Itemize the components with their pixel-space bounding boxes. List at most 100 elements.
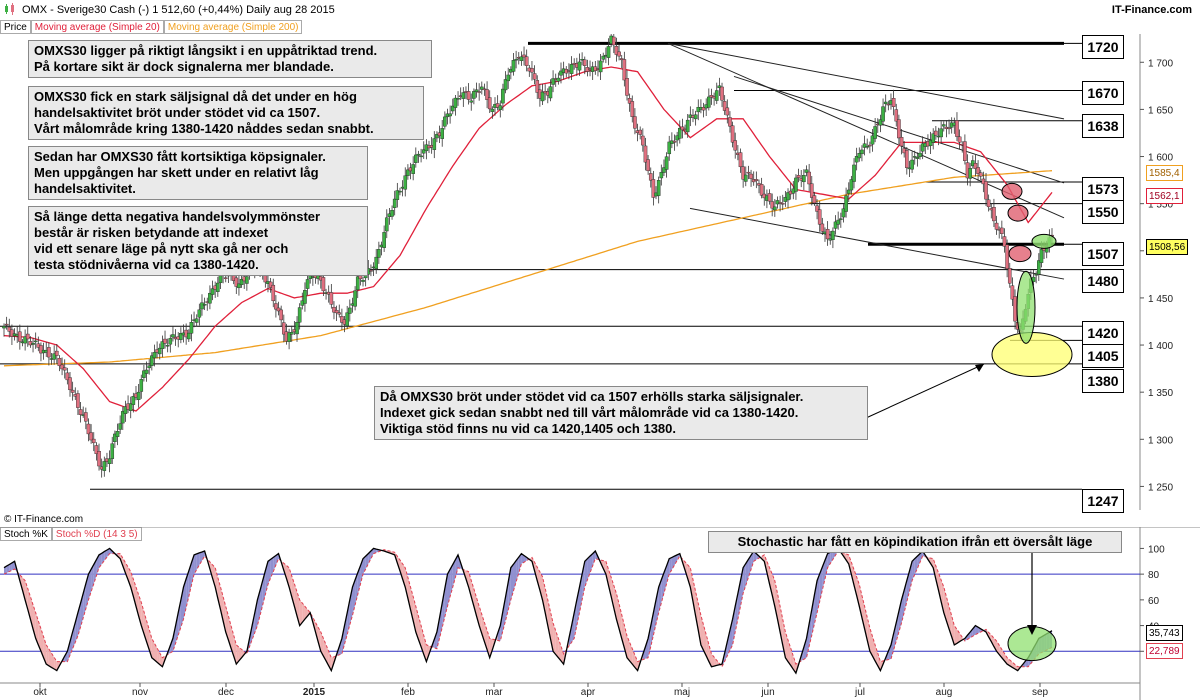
stoch-fill-segment (217, 577, 221, 610)
candle-body (321, 277, 326, 292)
level-label-1380: 1380 (1082, 369, 1124, 393)
candle (443, 111, 447, 130)
stoch-fill-segment (48, 649, 52, 668)
candle (340, 308, 344, 330)
stoch-fill-segment (590, 553, 593, 573)
candle (485, 81, 489, 109)
candle-body (899, 137, 904, 147)
candle (868, 141, 872, 154)
candle-body (94, 445, 99, 454)
candle (651, 170, 656, 206)
candle-body (76, 393, 80, 408)
candle (957, 129, 962, 150)
candle-body (490, 108, 495, 112)
candle (382, 225, 386, 252)
candle-body (646, 159, 650, 172)
candle (416, 150, 421, 163)
candle (849, 175, 854, 195)
candle (986, 194, 991, 212)
candle-body (804, 169, 809, 173)
candle-body (619, 58, 624, 61)
candle (780, 194, 785, 211)
stoch-fill-segment (938, 572, 942, 602)
stoch-fill-segment (254, 599, 258, 633)
candle (728, 111, 732, 133)
candle (619, 55, 624, 69)
stoch-fill-segment (373, 548, 377, 554)
candle (881, 98, 885, 126)
candle (738, 148, 743, 173)
stoch-tick-label: 80 (1148, 570, 1160, 581)
stoch-fill-segment (959, 633, 963, 642)
candle (677, 120, 682, 144)
candle-body (514, 58, 518, 61)
stoch-fill-segment (368, 551, 371, 564)
stoch-fill-segment (695, 591, 699, 631)
stoch-fill-segment (748, 555, 752, 578)
stoch-fill-segment (133, 579, 136, 607)
candle-body (165, 345, 170, 347)
stoch-fill-segment (827, 552, 831, 568)
candle (844, 187, 848, 218)
candle (448, 105, 452, 124)
candle-body (794, 177, 798, 192)
stoch-fill-segment (471, 580, 474, 607)
candle (659, 164, 664, 186)
stoch-fill-segment (46, 644, 49, 666)
candle (171, 326, 175, 342)
level-label-1638: 1638 (1082, 114, 1124, 138)
candle-body (450, 105, 455, 112)
candle-body (443, 116, 447, 127)
candle (157, 343, 162, 360)
candle (802, 169, 806, 191)
candle (839, 212, 843, 228)
candle-body (625, 78, 629, 96)
stoch-fill-segment (970, 628, 973, 638)
x-tick-label: aug (936, 687, 953, 698)
candle-body (97, 451, 101, 467)
candle-body (287, 332, 291, 342)
candle-body (382, 232, 386, 248)
annotation-arrow-head (975, 364, 984, 372)
candle-body (7, 326, 12, 332)
stoch-fill-segment (553, 623, 556, 655)
candle (498, 100, 503, 118)
x-tick-label: dec (218, 687, 234, 698)
candle (305, 275, 310, 296)
candle-body (667, 141, 672, 155)
x-tick-label: nov (132, 687, 148, 698)
candle-body (115, 431, 120, 437)
candle (897, 114, 901, 145)
candle (7, 318, 12, 338)
highlight-red-2 (1007, 204, 1029, 222)
stoch-fill-segment (888, 644, 891, 660)
stoch-fill-segment (671, 556, 675, 570)
candle (984, 173, 988, 206)
candle (625, 70, 629, 101)
candle (606, 38, 611, 66)
candle (873, 118, 877, 143)
candle-body (392, 198, 397, 208)
stoch-fill-segment (571, 612, 575, 643)
stoch-fill-segment (434, 632, 437, 649)
candle-body (1010, 285, 1015, 300)
stochastic-chart: 20406080100oktnovdec2015febmaraprmajjunj… (0, 527, 1200, 700)
candle (741, 160, 745, 188)
candle-body (200, 302, 204, 310)
candle-body (984, 181, 988, 200)
candle (638, 126, 642, 140)
candle (794, 174, 798, 200)
candle (337, 304, 342, 318)
candle-body (406, 169, 410, 176)
stoch-fill-segment (558, 638, 561, 661)
stoch-fill-segment (518, 553, 522, 573)
stoch-fill-segment (405, 567, 408, 599)
candle-body (31, 343, 35, 345)
candle (62, 359, 67, 379)
candle (94, 442, 99, 461)
candle (886, 100, 891, 111)
candle (472, 88, 476, 105)
candle (912, 150, 917, 165)
ma20-value-tag: 1562,1 (1146, 188, 1183, 204)
candle-body (857, 153, 862, 159)
